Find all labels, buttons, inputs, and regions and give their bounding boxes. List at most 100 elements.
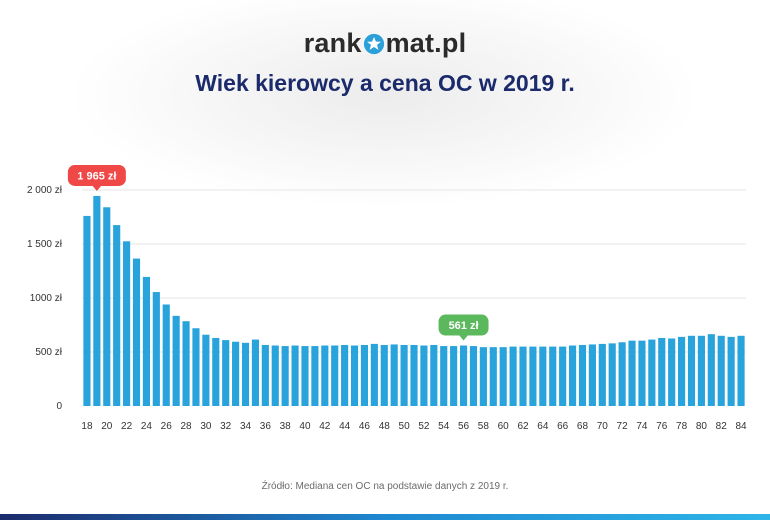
logo-text-right: mat.pl — [385, 28, 467, 58]
x-tick-label: 50 — [399, 421, 411, 432]
x-tick-label: 24 — [141, 421, 153, 432]
bar — [83, 215, 91, 406]
min-callout-pointer — [458, 334, 469, 341]
x-tick-label: 28 — [180, 421, 192, 432]
x-tick-label: 80 — [696, 421, 708, 432]
bar — [341, 344, 349, 406]
bar — [232, 341, 240, 406]
bar — [568, 345, 577, 406]
star-circle-icon — [363, 33, 384, 55]
bar — [509, 346, 517, 406]
bar — [400, 344, 408, 406]
x-tick-label: 66 — [557, 421, 569, 432]
bar — [737, 335, 745, 406]
bar — [489, 347, 497, 406]
x-tick-label: 30 — [200, 421, 212, 432]
bar — [331, 345, 339, 406]
x-tick-label: 72 — [617, 421, 629, 432]
y-tick-label: 1 500 zł — [27, 239, 63, 250]
bar — [539, 346, 547, 406]
x-tick-label: 22 — [121, 421, 133, 432]
bar — [608, 343, 616, 406]
bar — [182, 321, 190, 406]
bar — [459, 345, 468, 406]
bar — [469, 346, 478, 406]
y-tick-label: 1000 zł — [30, 293, 63, 304]
bar — [103, 207, 111, 406]
bar — [430, 344, 438, 406]
bar — [499, 347, 507, 406]
x-tick-label: 36 — [260, 421, 272, 432]
x-tick-label: 84 — [735, 421, 747, 432]
bar — [697, 335, 705, 406]
bar — [241, 342, 250, 406]
bar — [678, 336, 686, 406]
x-tick-label: 44 — [339, 421, 351, 432]
min-callout-label: 561 zł — [449, 320, 479, 332]
x-tick-label: 20 — [101, 421, 113, 432]
x-tick-label: 82 — [716, 421, 728, 432]
x-tick-label: 40 — [299, 421, 311, 432]
bar — [598, 343, 606, 406]
y-tick-label: 2 000 zł — [27, 185, 63, 196]
y-tick-label: 0 — [56, 401, 62, 412]
x-tick-label: 60 — [498, 421, 510, 432]
x-tick-label: 32 — [220, 421, 232, 432]
max-callout-label: 1 965 zł — [77, 170, 116, 182]
bar — [93, 195, 101, 406]
bar — [717, 335, 725, 406]
x-tick-label: 48 — [379, 421, 391, 432]
y-tick-label: 500 zł — [35, 347, 62, 358]
bar — [549, 346, 557, 406]
bar — [370, 343, 378, 406]
max-callout-pointer — [91, 184, 102, 191]
bar — [668, 338, 676, 406]
bar — [222, 340, 230, 406]
bar — [628, 340, 636, 406]
bar — [212, 337, 220, 406]
source-note: Źródło: Mediana cen OC na podstawie dany… — [261, 481, 509, 492]
x-tick-label: 34 — [240, 421, 252, 432]
max-value-callout — [67, 164, 126, 186]
bar — [350, 345, 359, 406]
bar — [123, 241, 131, 406]
bar — [519, 346, 527, 406]
x-tick-label: 54 — [438, 421, 450, 432]
logo-text-left: rank — [303, 28, 362, 58]
x-tick-label: 76 — [656, 421, 668, 432]
bar — [311, 346, 319, 406]
bar — [658, 337, 666, 406]
bar — [162, 304, 170, 406]
x-tick-label: 38 — [280, 421, 292, 432]
brand-logo[interactable]: rank mat.pl — [0, 28, 770, 59]
bar — [113, 225, 121, 406]
bar — [321, 345, 329, 406]
x-tick-label: 74 — [636, 421, 648, 432]
x-tick-label: 46 — [359, 421, 371, 432]
bar — [479, 347, 487, 406]
page-title: Wiek kierowcy a cena OC w 2019 r. — [195, 70, 575, 96]
bar — [420, 345, 428, 406]
bar — [529, 346, 537, 406]
x-tick-label: 62 — [517, 421, 529, 432]
bar — [202, 334, 210, 406]
bar — [380, 344, 388, 406]
bar — [281, 346, 289, 406]
bar — [648, 339, 656, 406]
x-tick-label: 64 — [537, 421, 549, 432]
bar — [152, 292, 160, 406]
bar — [301, 346, 309, 406]
x-tick-label: 56 — [458, 421, 470, 432]
bar — [271, 345, 279, 406]
bar — [390, 344, 398, 406]
bar — [618, 342, 626, 406]
bar — [261, 344, 269, 406]
min-value-callout — [438, 314, 489, 336]
bar — [707, 334, 715, 406]
bar — [727, 336, 735, 406]
x-tick-label: 18 — [81, 421, 93, 432]
bar — [578, 344, 587, 406]
bar — [559, 346, 567, 406]
x-tick-label: 58 — [478, 421, 490, 432]
x-tick-label: 42 — [319, 421, 331, 432]
